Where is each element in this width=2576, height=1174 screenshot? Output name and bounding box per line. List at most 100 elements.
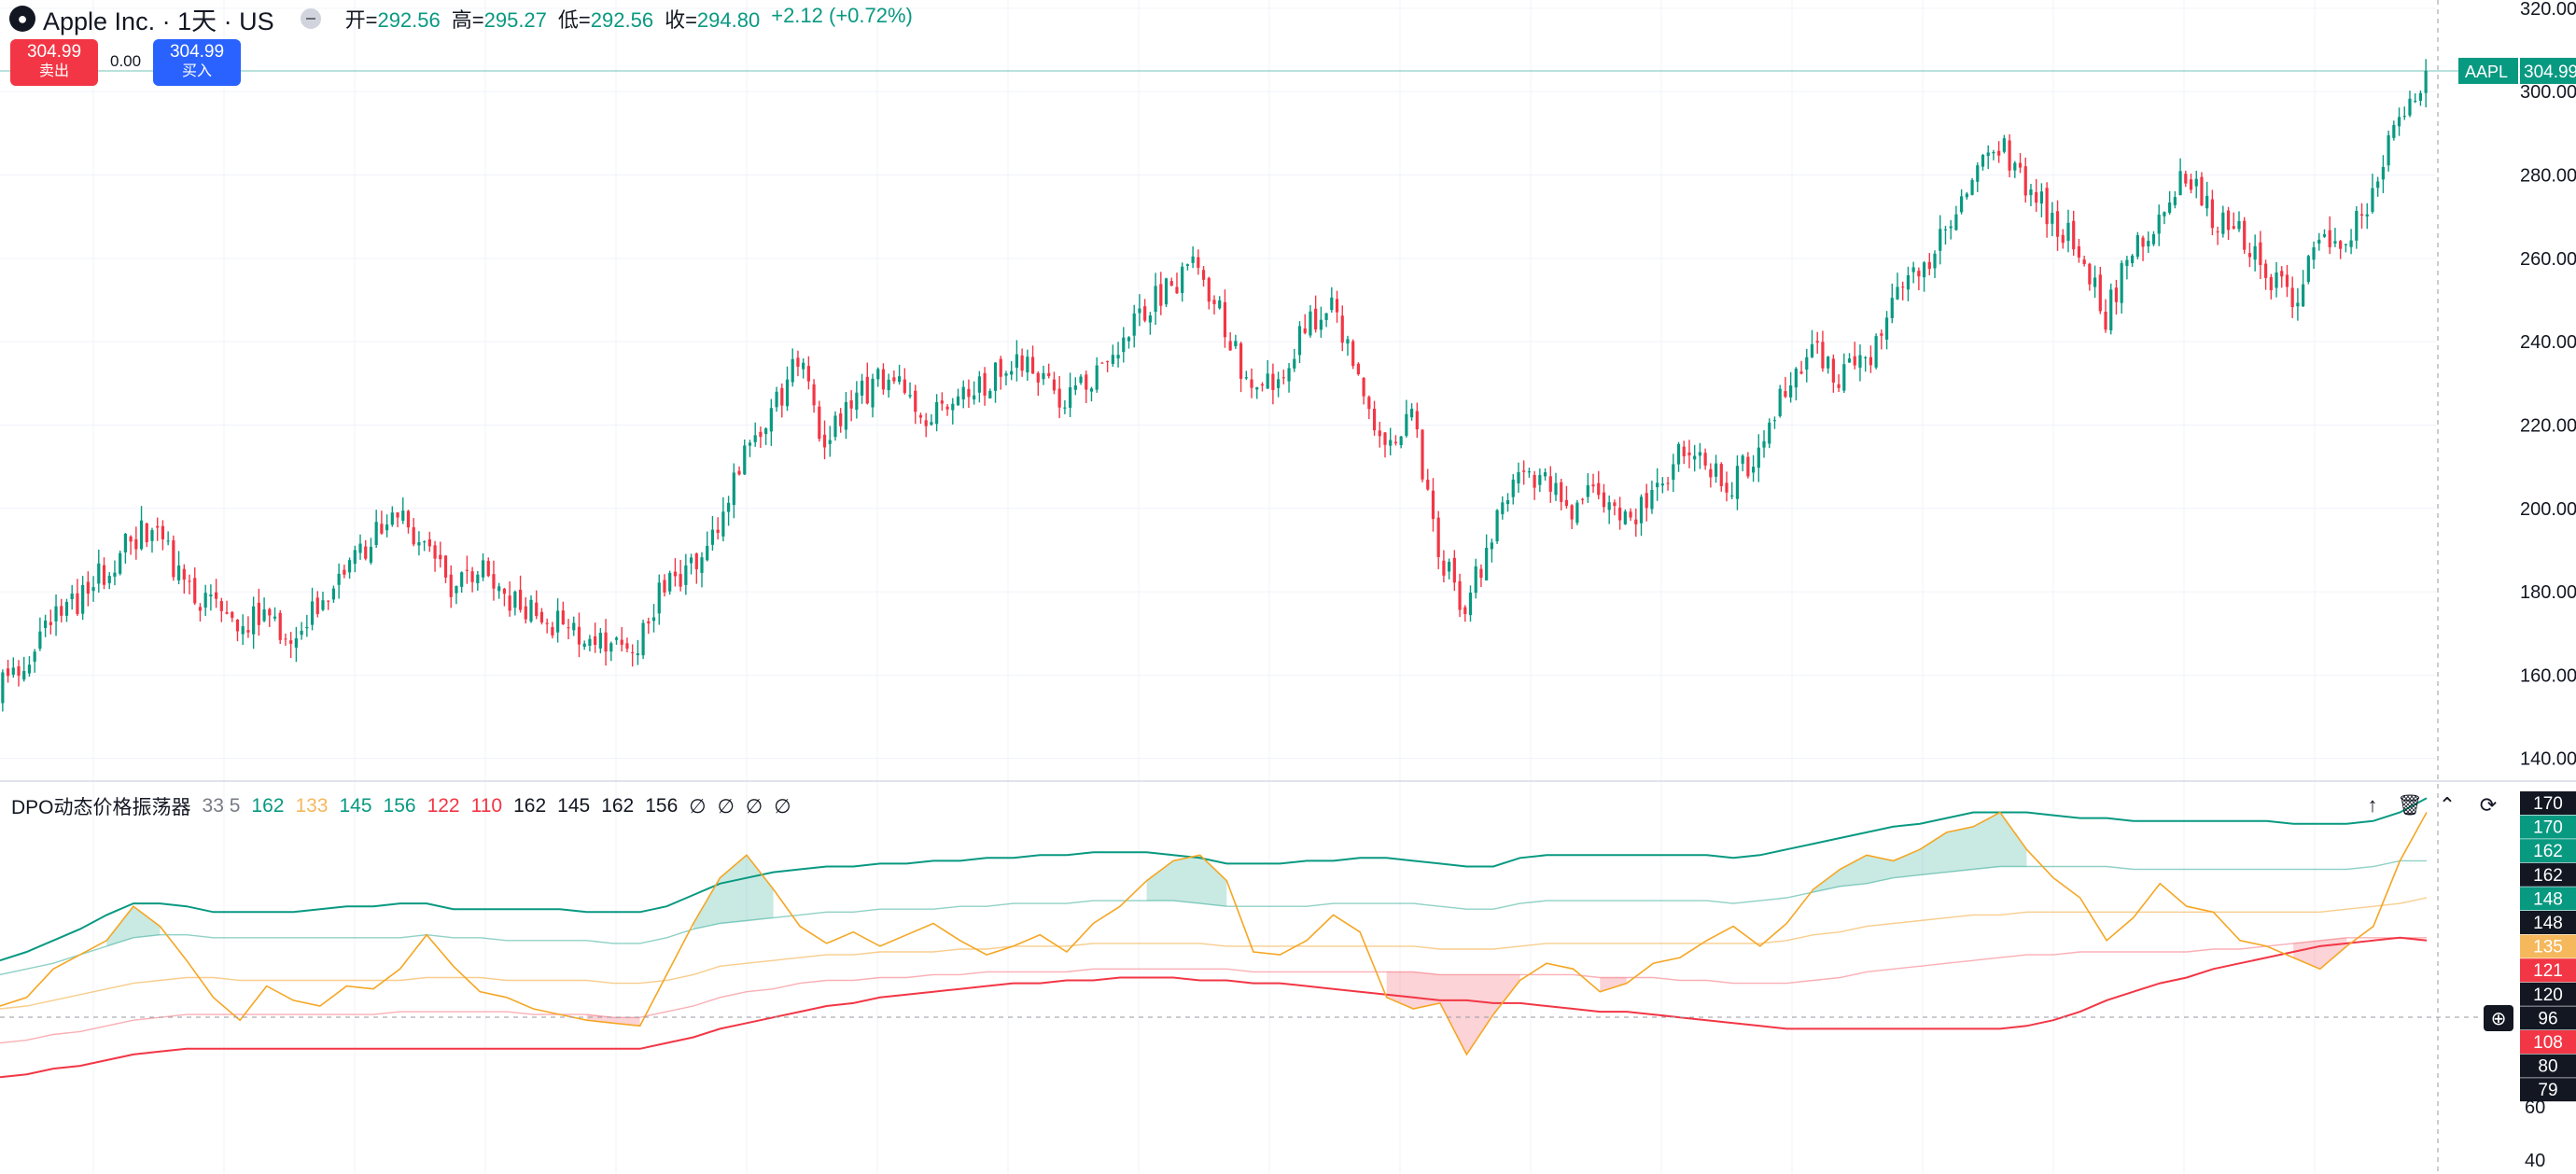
candle-body [2002,138,2006,152]
candle-body [1607,502,1611,510]
indicator-axis-label-bg [2520,1030,2576,1054]
candle-body [1207,277,1211,302]
candle-body [2163,212,2166,217]
candle-body [1271,373,1275,390]
candle-body [1672,464,1675,481]
candle-body [1,672,5,704]
candle-body [865,376,869,404]
candle-body [1543,472,1547,477]
candle-body [1159,284,1163,306]
candle-body [743,445,747,475]
candle-body [2371,188,2374,212]
candle-body [2210,199,2214,229]
candle-body [1517,471,1520,484]
candle-body [2205,195,2209,209]
candle-body [716,529,720,534]
candle-body [1789,384,1793,398]
move-up-arrow-icon[interactable]: ↑ [2367,793,2378,817]
sell-button[interactable]: 304.99 卖出 [10,39,98,86]
dpo-bull-fill [693,855,774,929]
symbol-title[interactable]: Apple Inc. · 1天 · US [43,7,274,35]
indicator-value: ∅ [745,795,763,818]
candle-body [1010,370,1014,375]
candle-body [791,358,794,383]
indicator-legend[interactable]: DPO动态价格振荡器 33 5 162 133 145 156 122 110 162 145… [11,793,791,819]
candle-body [465,569,469,571]
candle-body [1468,593,1473,616]
candle-body [1880,333,1883,336]
candle-body [1260,384,1265,386]
maximize-icon[interactable]: ⟳ [2479,793,2498,817]
candle-body [129,536,133,542]
indicator-value: 156 [383,795,416,817]
candle-body [1821,342,1825,369]
candle-body [1458,580,1462,610]
indicator-axis-label: 120 [2533,985,2563,1005]
candle-body [1143,306,1147,321]
candle-body [2355,210,2359,241]
candle-body [973,395,976,399]
candle-body [252,606,256,635]
dpo-bear-fill [586,1014,640,1027]
price-tick-label: 140.00 [2520,749,2576,770]
collapse-minus-icon[interactable] [300,8,321,29]
ohlc-value: 292.56 [590,8,654,32]
candle-body [1709,468,1713,478]
indicator-axis-label: 96 [2538,1009,2557,1028]
candle-body [406,510,411,528]
candle-body [1618,507,1622,521]
candle-body [113,572,117,577]
candle-body [2376,181,2380,189]
candle-body [1650,489,1654,510]
candle-body [1495,510,1499,541]
candle-body [2173,197,2177,205]
candle-body [1250,379,1253,388]
candle-body [2290,287,2294,308]
candle-body [1138,308,1141,314]
candle-body [2120,262,2123,303]
candle-body [2359,214,2364,217]
candle-body [930,422,933,426]
candle-body [1815,341,1819,343]
spread-value: 0.00 [110,52,142,70]
trash-icon[interactable]: 🗑 [2397,793,2423,817]
candle-body [2125,259,2129,266]
candle-body [539,611,544,623]
candle-body [150,530,154,541]
apple-logo-icon: ● [9,6,35,32]
candle-body [2392,124,2396,138]
candle-body [935,401,939,425]
candle-body [1463,607,1467,614]
collapse-chevron-icon[interactable]: ⌃ [2438,793,2457,817]
candle-body [951,403,955,411]
candle-body [609,643,613,652]
indicator-value: ∅ [689,795,707,818]
candle-body [2402,116,2406,118]
candle-body [1228,341,1232,351]
candle-body [1660,483,1664,486]
candle-body [1533,474,1536,488]
crosshair-plus-icon[interactable]: ⊕ [2484,1005,2513,1031]
candle-body [2178,171,2182,196]
candle-body [2302,284,2305,307]
candle-body [2285,274,2289,287]
candle-body [1639,496,1644,524]
candle-body [331,588,336,600]
candle-body [1687,452,1691,455]
candle-body [1436,517,1440,557]
candle-body [1505,500,1510,505]
price-tick-label: 200.00 [2520,499,2576,520]
candle-body [1340,315,1344,343]
indicator-axis-labels: 170 170 162 162 148 148 135 121 120 96 108 80 79 [2520,791,2576,1102]
buy-button[interactable]: 304.99 买入 [153,39,241,86]
candle-body [492,574,496,589]
candle-body [700,557,704,573]
candle-body [1185,264,1190,266]
candle-body [727,502,731,512]
ohlc-value: 294.80 [696,8,761,32]
candle-body [2088,263,2092,285]
candle-body [176,566,181,580]
candle-body [556,610,560,633]
candle-body [1287,368,1291,382]
